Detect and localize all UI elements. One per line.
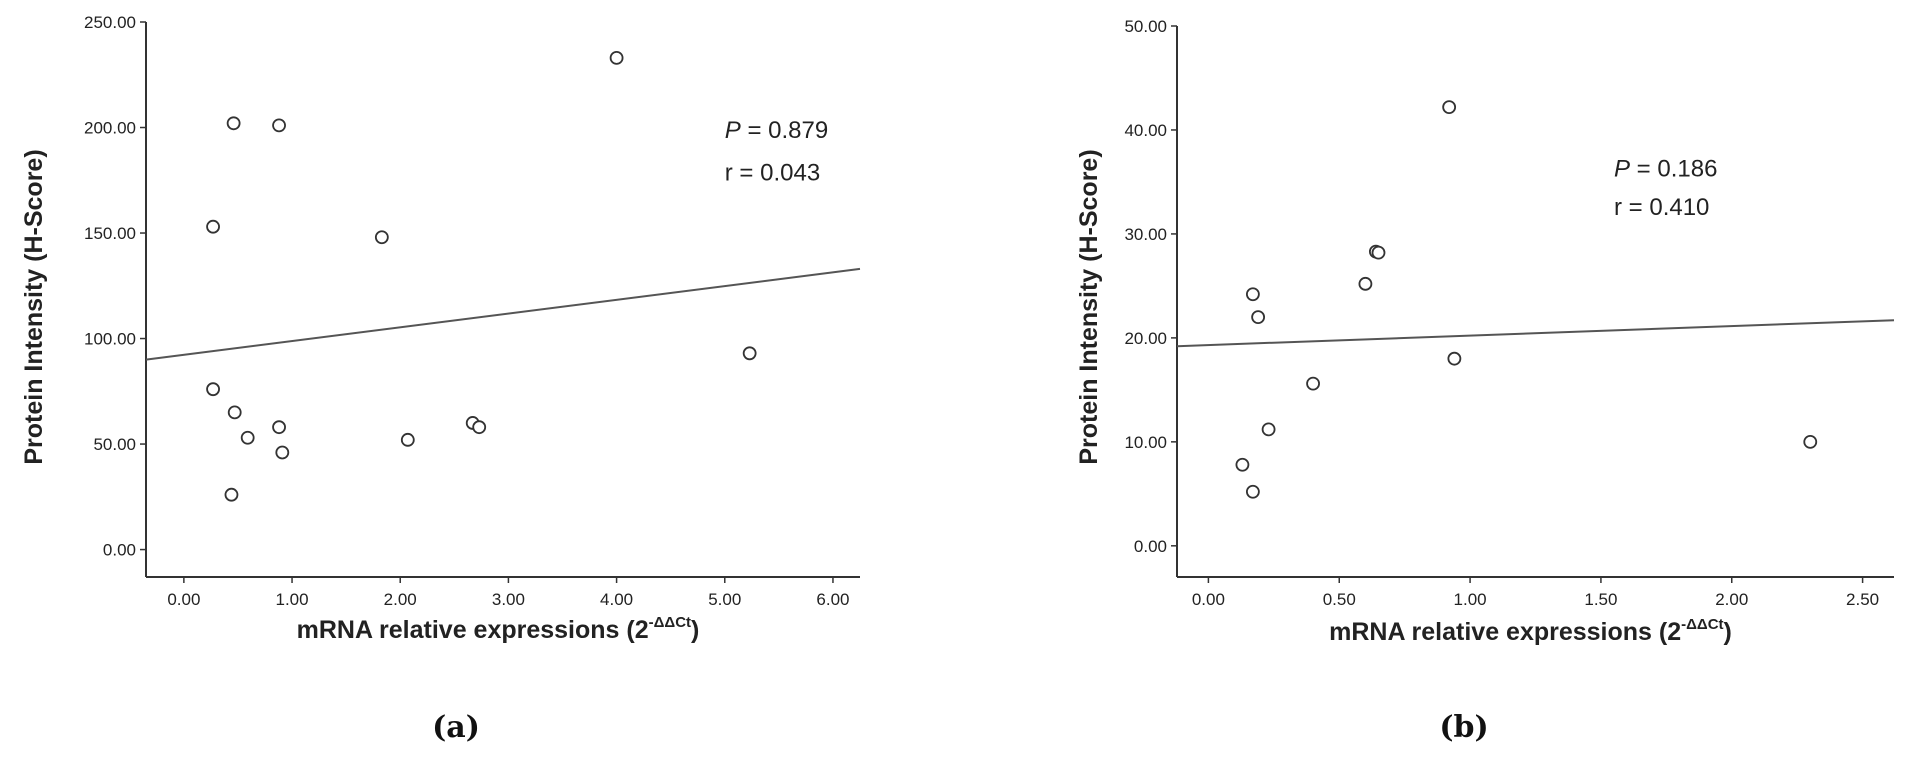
x-axis-label-b: mRNA relative expressions (2-ΔΔCt) xyxy=(1329,616,1732,646)
data-point-b xyxy=(1358,276,1373,291)
y-tick-label-a: 200.00 xyxy=(84,119,136,138)
data-point-b xyxy=(1235,457,1250,472)
data-point-b xyxy=(1442,100,1457,114)
x-tick-label-a: 4.00 xyxy=(600,590,633,609)
data-point-a xyxy=(374,230,389,245)
p-value-a: = 0.879 xyxy=(741,117,828,144)
data-point-a xyxy=(240,430,255,445)
y-tick-label-b: 10.00 xyxy=(1124,433,1167,452)
data-point-a xyxy=(272,118,286,133)
data-point-a xyxy=(400,432,415,447)
p-symbol-a: P xyxy=(725,117,741,144)
data-point-b xyxy=(1447,351,1462,366)
x-tick-label-a: 3.00 xyxy=(492,590,525,609)
y-tick-label-b: 0.00 xyxy=(1134,537,1167,556)
p-value-annotation-b: P = 0.186 xyxy=(1614,156,1717,183)
y-tick-label-a: 150.00 xyxy=(84,224,136,243)
x-tick-label-b: 0.00 xyxy=(1192,590,1225,609)
data-point-b xyxy=(1245,287,1260,302)
x-tick-label-a: 6.00 xyxy=(816,590,849,609)
data-point-a xyxy=(224,487,239,502)
x-axis-label-a: mRNA relative expressions (2-ΔΔCt) xyxy=(297,614,700,644)
x-axis-label-suffix-a: ) xyxy=(691,616,699,644)
fit-line-a xyxy=(145,267,861,361)
y-tick-label-a: 50.00 xyxy=(93,435,136,454)
x-tick-label-b: 2.50 xyxy=(1846,590,1879,609)
r-value-annotation-b: r = 0.410 xyxy=(1614,194,1709,221)
y-tick-label-b: 30.00 xyxy=(1124,225,1167,244)
data-point-a xyxy=(272,420,286,435)
r-value-annotation-a: r = 0.043 xyxy=(725,159,820,186)
data-point-a xyxy=(227,405,242,420)
data-point-b xyxy=(1251,310,1266,324)
data-point-b xyxy=(1245,484,1260,499)
data-point-a xyxy=(275,445,290,460)
x-tick-label-a: 1.00 xyxy=(275,590,308,609)
x-tick-label-b: 2.00 xyxy=(1715,590,1748,609)
panel-label-b: (b) xyxy=(1439,710,1488,745)
x-tick-label-b: 1.50 xyxy=(1584,590,1617,609)
data-point-a xyxy=(472,420,487,435)
x-axis-label-suffix-b: ) xyxy=(1724,618,1732,646)
data-point-a xyxy=(226,116,241,131)
panel-label-a: (a) xyxy=(432,710,480,745)
x-tick-label-a: 5.00 xyxy=(708,590,741,609)
x-axis-label-superscript-b: -ΔΔCt xyxy=(1681,616,1723,633)
x-tick-label-b: 0.50 xyxy=(1323,590,1356,609)
scatter-panel-b: 0.00 10.00 20.00 30.00 40.00 50.00 0.00 0.50 1.0… xyxy=(1075,17,1895,745)
y-tick-label-b: 20.00 xyxy=(1124,329,1167,348)
y-tick-label-b: 40.00 xyxy=(1124,121,1167,140)
x-axis-label-superscript-a: -ΔΔCt xyxy=(649,614,691,631)
p-symbol-b: P xyxy=(1614,156,1630,183)
y-tick-label-a: 100.00 xyxy=(84,330,136,349)
y-axis-label-a: Protein Intensity (H-Score) xyxy=(20,149,48,464)
x-axis-label-main-b: mRNA relative expressions (2 xyxy=(1329,618,1681,646)
p-value-annotation-a: P = 0.879 xyxy=(725,117,828,144)
x-tick-label-a: 2.00 xyxy=(384,590,417,609)
y-tick-label-b: 50.00 xyxy=(1124,17,1167,36)
data-point-b xyxy=(1371,245,1386,260)
fit-line-b xyxy=(1176,319,1895,348)
data-point-a xyxy=(742,346,757,361)
y-tick-label-a: 0.00 xyxy=(103,541,136,560)
data-point-b xyxy=(1261,422,1276,437)
x-tick-label-b: 1.00 xyxy=(1454,590,1487,609)
y-axis-label-b: Protein Intensity (H-Score) xyxy=(1075,149,1103,464)
data-point-b xyxy=(1306,376,1320,391)
data-point-a xyxy=(609,50,624,65)
p-value-b: = 0.186 xyxy=(1630,156,1717,183)
data-point-a xyxy=(206,219,220,234)
data-point-a xyxy=(206,382,220,397)
plot-area-a: 0.00 50.00 100.00 150.00 200.00 250.00 0.00 1.0… xyxy=(84,13,861,609)
y-tick-label-a: 250.00 xyxy=(84,13,136,32)
x-axis-label-main-a: mRNA relative expressions (2 xyxy=(297,616,649,644)
plot-area-b: 0.00 10.00 20.00 30.00 40.00 50.00 0.00 0.50 1.0… xyxy=(1124,17,1895,609)
data-point-b xyxy=(1803,434,1818,449)
x-tick-label-a: 0.00 xyxy=(167,590,200,609)
scatter-panel-a: 0.00 50.00 100.00 150.00 200.00 250.00 0.00 1.0… xyxy=(20,13,861,745)
